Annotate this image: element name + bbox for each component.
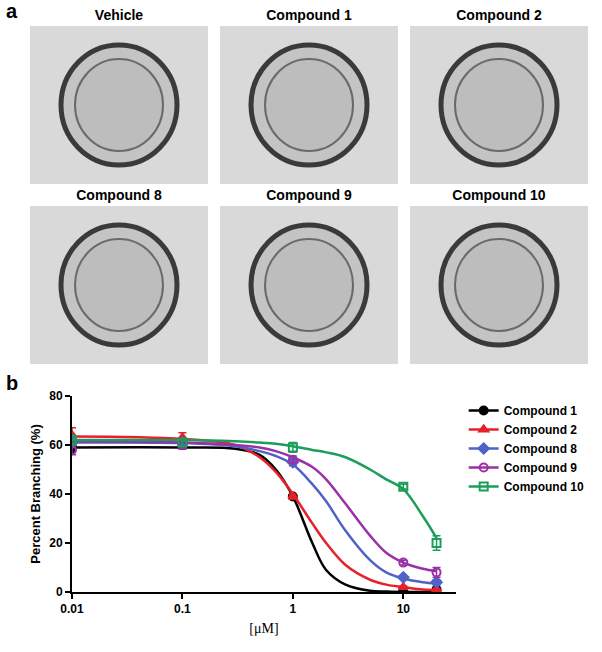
html-text:b: b <box>6 372 19 394</box>
svg-text:Compound 9: Compound 9 <box>266 187 352 203</box>
svg-text:Compound 9: Compound 9 <box>504 461 578 475</box>
svg-text:Compound 2: Compound 2 <box>456 7 542 23</box>
svg-text:Compound 1: Compound 1 <box>504 404 578 418</box>
svg-text:Vehicle: Vehicle <box>95 7 143 23</box>
svg-text:20: 20 <box>49 536 63 550</box>
svg-text:0.1: 0.1 <box>174 602 191 616</box>
svg-text:[μM]: [μM] <box>249 621 278 636</box>
svg-text:Compound 10: Compound 10 <box>504 480 584 494</box>
svg-text:Compound 8: Compound 8 <box>504 442 578 456</box>
svg-text:Compound 2: Compound 2 <box>504 423 578 437</box>
svg-text:Compound 10: Compound 10 <box>452 187 546 203</box>
svg-text:1: 1 <box>290 602 297 616</box>
svg-text:Compound 1: Compound 1 <box>266 7 352 23</box>
svg-text:Percent Branching (%): Percent Branching (%) <box>28 424 43 563</box>
html-text:a: a <box>6 0 18 22</box>
svg-text:Compound 8: Compound 8 <box>76 187 162 203</box>
svg-text:10: 10 <box>397 602 411 616</box>
svg-text:0.01: 0.01 <box>60 602 84 616</box>
svg-text:80: 80 <box>49 389 63 403</box>
svg-text:40: 40 <box>49 487 63 501</box>
svg-text:0: 0 <box>56 585 63 599</box>
svg-text:60: 60 <box>49 438 63 452</box>
